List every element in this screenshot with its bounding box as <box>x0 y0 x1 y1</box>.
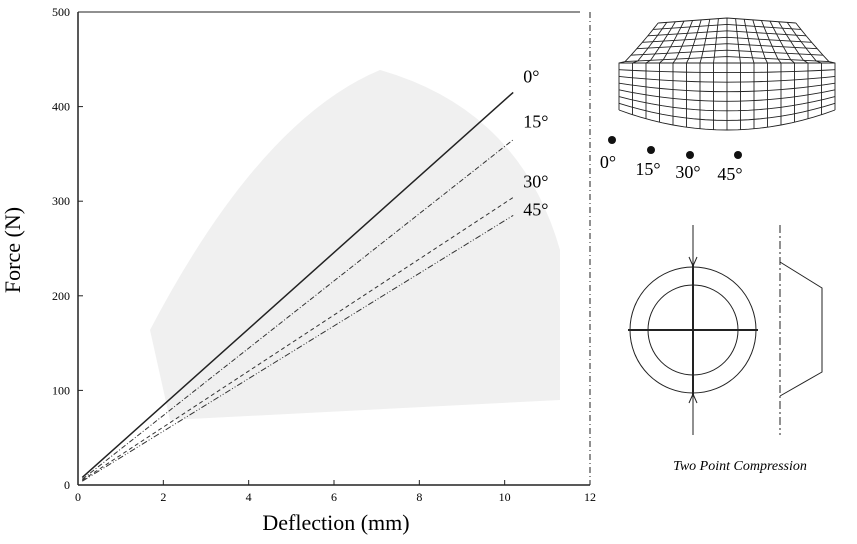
series-label: 15° <box>523 112 548 132</box>
y-tick-label: 400 <box>52 100 70 114</box>
x-tick-label: 10 <box>499 490 511 504</box>
y-axis-label: Force (N) <box>0 207 25 293</box>
y-tick-label: 300 <box>52 194 70 208</box>
mesh-line <box>700 19 710 129</box>
mesh-line <box>714 19 719 130</box>
mesh-line <box>736 19 741 130</box>
mesh-dot <box>647 146 655 154</box>
x-tick-label: 6 <box>331 490 337 504</box>
background-photo <box>150 70 560 420</box>
chart: Deflection (mm) Force (N) Two Point Comp… <box>0 0 857 544</box>
x-tick-label: 4 <box>246 490 252 504</box>
x-axis-label: Deflection (mm) <box>262 510 409 535</box>
series-label: 0° <box>523 66 539 86</box>
mesh-line <box>619 23 658 110</box>
mesh-line <box>796 23 835 110</box>
mesh-line <box>744 19 754 129</box>
y-tick-label: 100 <box>52 383 70 397</box>
mesh-label: 45° <box>717 164 742 184</box>
mesh-label: 30° <box>675 162 700 182</box>
mesh-label: 0° <box>600 152 616 172</box>
mesh-line <box>779 22 808 119</box>
mesh-line <box>646 22 675 119</box>
mesh-line <box>753 20 768 127</box>
figure <box>619 18 835 435</box>
series-label: 30° <box>523 171 548 191</box>
x-tick-label: 12 <box>584 490 596 504</box>
y-tick-label: 0 <box>64 478 70 492</box>
mesh-line <box>687 20 702 127</box>
mesh-label: 15° <box>635 159 660 179</box>
y-tick-label: 500 <box>52 5 70 19</box>
mesh-dot <box>686 151 694 159</box>
series-label: 45° <box>523 199 548 219</box>
y-tick-label: 200 <box>52 289 70 303</box>
figure-caption: Two Point Compression <box>673 459 807 474</box>
mesh-dot <box>608 136 616 144</box>
x-tick-label: 2 <box>160 490 166 504</box>
x-tick-label: 0 <box>75 490 81 504</box>
x-tick-label: 8 <box>416 490 422 504</box>
profile <box>780 262 822 396</box>
mesh-dot <box>734 151 742 159</box>
